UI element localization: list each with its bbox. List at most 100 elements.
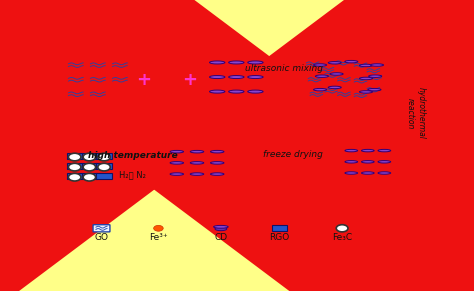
Ellipse shape — [146, 137, 251, 195]
Ellipse shape — [362, 149, 374, 152]
Circle shape — [52, 143, 125, 188]
FancyBboxPatch shape — [333, 59, 351, 67]
Text: +: + — [136, 71, 151, 89]
FancyBboxPatch shape — [335, 91, 353, 98]
Circle shape — [216, 153, 225, 159]
Bar — [96, 173, 112, 180]
Circle shape — [98, 163, 110, 171]
Bar — [343, 162, 360, 168]
Circle shape — [162, 77, 172, 83]
Circle shape — [68, 153, 81, 161]
Ellipse shape — [362, 172, 374, 174]
Bar — [168, 162, 186, 170]
Ellipse shape — [228, 90, 244, 93]
Ellipse shape — [378, 149, 391, 152]
FancyBboxPatch shape — [351, 92, 370, 99]
Ellipse shape — [212, 163, 223, 166]
Circle shape — [162, 90, 172, 96]
Ellipse shape — [370, 76, 381, 79]
Bar — [343, 173, 360, 180]
Bar — [188, 151, 206, 158]
Ellipse shape — [315, 65, 325, 68]
Ellipse shape — [211, 77, 223, 81]
Circle shape — [320, 80, 328, 84]
Circle shape — [216, 176, 225, 181]
Ellipse shape — [369, 75, 382, 77]
Bar — [82, 152, 97, 159]
Ellipse shape — [372, 65, 383, 68]
Ellipse shape — [190, 150, 204, 153]
Ellipse shape — [330, 73, 343, 75]
FancyBboxPatch shape — [93, 225, 110, 232]
Text: freeze drying: freeze drying — [263, 150, 322, 159]
Ellipse shape — [190, 162, 204, 164]
Bar — [208, 151, 227, 158]
Ellipse shape — [210, 90, 225, 93]
Ellipse shape — [191, 152, 202, 155]
Circle shape — [326, 139, 410, 191]
Ellipse shape — [362, 161, 374, 163]
Text: Fe₃C: Fe₃C — [332, 233, 352, 242]
Circle shape — [364, 79, 372, 84]
Text: CD: CD — [214, 233, 228, 242]
FancyBboxPatch shape — [335, 76, 353, 84]
Bar — [82, 173, 97, 180]
Bar — [96, 163, 112, 169]
Ellipse shape — [230, 77, 243, 81]
Ellipse shape — [230, 63, 243, 67]
Ellipse shape — [345, 61, 358, 63]
Circle shape — [191, 175, 200, 180]
Ellipse shape — [249, 92, 262, 96]
Ellipse shape — [211, 92, 223, 96]
Circle shape — [216, 164, 225, 170]
Circle shape — [352, 175, 360, 180]
Circle shape — [178, 153, 187, 159]
Circle shape — [178, 164, 187, 170]
Ellipse shape — [345, 161, 358, 163]
Ellipse shape — [359, 64, 373, 67]
Ellipse shape — [170, 162, 183, 164]
Text: Fe³⁺: Fe³⁺ — [149, 233, 168, 242]
FancyBboxPatch shape — [305, 76, 324, 84]
Ellipse shape — [379, 162, 390, 165]
Bar — [208, 174, 227, 181]
Ellipse shape — [230, 92, 243, 96]
FancyBboxPatch shape — [303, 60, 322, 68]
Ellipse shape — [249, 63, 262, 67]
Circle shape — [349, 91, 357, 95]
FancyBboxPatch shape — [109, 75, 130, 84]
Circle shape — [352, 164, 360, 168]
Ellipse shape — [171, 163, 182, 166]
Bar — [188, 174, 206, 181]
Ellipse shape — [363, 162, 373, 165]
Circle shape — [364, 151, 372, 156]
Ellipse shape — [210, 162, 224, 164]
Circle shape — [171, 63, 181, 69]
FancyBboxPatch shape — [88, 90, 108, 99]
Circle shape — [154, 225, 163, 231]
Bar — [67, 163, 82, 169]
Circle shape — [375, 175, 383, 180]
Ellipse shape — [379, 151, 390, 154]
Ellipse shape — [190, 173, 204, 175]
FancyBboxPatch shape — [366, 74, 384, 81]
Ellipse shape — [191, 174, 202, 178]
Ellipse shape — [369, 90, 380, 93]
Ellipse shape — [210, 76, 225, 79]
Ellipse shape — [317, 76, 327, 79]
Circle shape — [335, 91, 342, 95]
Text: ultrasonic mixing: ultrasonic mixing — [245, 64, 323, 73]
Ellipse shape — [315, 90, 325, 93]
Ellipse shape — [361, 92, 371, 95]
FancyBboxPatch shape — [351, 61, 370, 69]
Ellipse shape — [210, 61, 225, 64]
Circle shape — [98, 153, 110, 161]
Bar — [359, 173, 377, 180]
Ellipse shape — [345, 172, 358, 174]
Circle shape — [352, 152, 360, 157]
Ellipse shape — [170, 150, 183, 153]
Circle shape — [202, 176, 210, 181]
Text: GO: GO — [94, 233, 109, 242]
Ellipse shape — [345, 149, 358, 152]
Circle shape — [68, 173, 81, 181]
